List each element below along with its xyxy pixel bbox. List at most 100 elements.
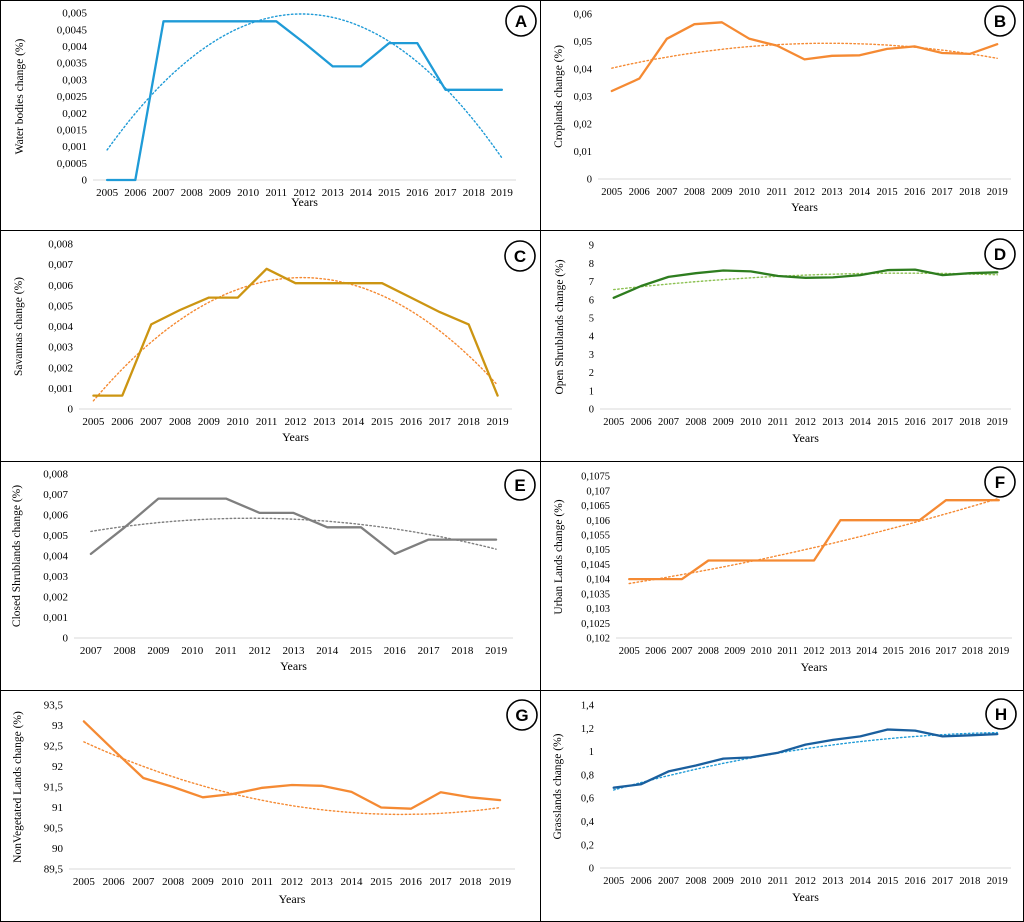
x-axis-title: Years <box>792 431 819 445</box>
x-tick-label: 2005 <box>603 417 624 428</box>
x-tick-label: 2014 <box>340 876 363 888</box>
x-tick-label: 2012 <box>285 416 307 428</box>
x-tick-label: 2016 <box>905 417 926 428</box>
x-axis-title: Years <box>801 660 828 674</box>
y-tick-label: 0,0045 <box>57 24 88 36</box>
panel-badge-letter: C <box>514 247 526 266</box>
x-tick-label: 2012 <box>795 876 816 887</box>
x-tick-label: 2010 <box>181 645 204 657</box>
y-tick-label: 6 <box>589 295 594 306</box>
panel-badge-circle <box>984 238 1016 270</box>
x-tick-label: 2017 <box>932 187 953 198</box>
x-tick-label: 2005 <box>73 876 96 888</box>
x-tick-label: 2017 <box>418 645 441 657</box>
x-tick-label: 2009 <box>147 645 170 657</box>
x-tick-label: 2018 <box>451 645 474 657</box>
x-tick-label: 2009 <box>192 876 215 888</box>
y-tick-label: 0,2 <box>581 840 594 851</box>
x-tick-label: 2019 <box>987 187 1008 198</box>
y-tick-label: 0,8 <box>581 770 594 781</box>
y-tick-label: 4 <box>589 332 595 343</box>
x-tick-label: 2018 <box>458 416 481 428</box>
y-axis-title: Savannas change (%) <box>13 277 25 376</box>
series-line <box>105 20 504 182</box>
x-axis-title: Years <box>291 195 318 209</box>
x-axis-title: Years <box>791 200 818 214</box>
series-line <box>92 267 499 397</box>
x-tick-label: 2009 <box>711 187 732 198</box>
x-tick-label: 2014 <box>850 876 872 887</box>
x-tick-label: 2009 <box>713 876 734 887</box>
x-tick-label: 2018 <box>959 417 980 428</box>
x-tick-label: 2008 <box>685 417 706 428</box>
chart-f: 0,102 0,1025 0,103 0,1035 0,104 0,1045 0,105 0,… <box>553 466 1016 674</box>
trend-line <box>611 42 998 69</box>
x-tick-label: 2016 <box>905 876 926 887</box>
x-tick-label: 2019 <box>489 876 512 888</box>
y-tick-label: 0 <box>589 864 594 875</box>
x-tick-label: 2013 <box>313 416 336 428</box>
x-tick-label: 2011 <box>768 876 789 887</box>
y-tick-label: 8 <box>589 259 594 270</box>
x-tick-label: 2007 <box>658 876 679 887</box>
y-tick-label: 0,004 <box>43 551 68 563</box>
y-tick-label: 0,0025 <box>57 91 88 103</box>
y-tick-label: 89,5 <box>44 864 64 876</box>
y-axis-title: Urban Lands change (%) <box>553 499 565 614</box>
panel-a: 0 0,0005 0,001 0,0015 0,002 0,0025 0,003 0,0035… <box>0 0 541 231</box>
x-axis-title: Years <box>792 890 819 904</box>
y-tick-label: 2 <box>589 368 594 379</box>
trend-line <box>106 13 503 159</box>
y-tick-label: 0,05 <box>574 37 592 48</box>
x-tick-label: 2012 <box>281 876 303 888</box>
panel-badge-circle <box>504 469 536 501</box>
x-tick-label: 2006 <box>103 876 126 888</box>
x-tick-label: 2012 <box>249 645 271 657</box>
panel-badge-letter: E <box>514 476 525 495</box>
x-tick-label: 2009 <box>713 417 734 428</box>
y-tick-label: 0,005 <box>43 530 68 542</box>
x-tick-label: 2017 <box>932 876 953 887</box>
x-tick-label: 2008 <box>181 187 204 199</box>
y-tick-label: 93 <box>52 720 64 732</box>
x-tick-label: 2013 <box>822 417 843 428</box>
y-tick-label: 0,1025 <box>581 619 610 630</box>
x-tick-label: 2006 <box>645 646 666 657</box>
y-tick-label: 0,007 <box>48 259 73 271</box>
x-tick-label: 2015 <box>877 187 898 198</box>
y-tick-label: 0,002 <box>62 108 87 120</box>
x-tick-label: 2008 <box>114 645 137 657</box>
x-tick-label: 2019 <box>485 645 508 657</box>
x-tick-label: 2013 <box>822 876 843 887</box>
x-tick-label: 2007 <box>132 876 155 888</box>
x-tick-label: 2007 <box>658 417 679 428</box>
x-tick-label: 2016 <box>384 645 407 657</box>
y-axis-title: Water bodies change (%) <box>14 39 26 155</box>
y-tick-label: 9 <box>589 241 594 252</box>
y-tick-label: 0,1075 <box>581 472 610 483</box>
x-tick-label: 2007 <box>656 187 677 198</box>
x-tick-label: 2007 <box>140 416 163 428</box>
trend-line <box>92 276 499 402</box>
y-tick-label: 1 <box>589 386 594 397</box>
x-tick-label: 2015 <box>877 417 898 428</box>
y-tick-label: 0,005 <box>62 8 87 20</box>
x-tick-label: 2018 <box>959 187 980 198</box>
x-tick-label: 2019 <box>987 876 1008 887</box>
x-tick-label: 2011 <box>215 645 237 657</box>
x-tick-label: 2010 <box>740 876 761 887</box>
y-tick-label: 0 <box>68 404 74 416</box>
chart-h: 0 0,2 0,4 0,6 0,8 1 1,2 1,4 2005 2006 2007 2008 2009… <box>552 698 1017 904</box>
y-tick-label: 0,006 <box>48 280 73 292</box>
y-tick-label: 91 <box>52 802 63 814</box>
panel-c: 0 0,001 0,002 0,003 0,004 0,005 0,006 0,007 0,00… <box>0 230 541 462</box>
x-tick-label: 2007 <box>80 645 103 657</box>
panel-badge-letter: F <box>995 473 1005 492</box>
y-tick-label: 0,001 <box>62 141 87 153</box>
y-tick-label: 0,06 <box>574 10 592 21</box>
chart-g: 89,5 90 90,5 91 91,5 92 92,5 93 93,5 2005 2006 2007… <box>12 699 538 906</box>
y-tick-label: 0,1055 <box>581 531 610 542</box>
y-tick-label: 0,002 <box>48 362 73 374</box>
chart-b: 0 0,01 0,02 0,03 0,04 0,05 0,06 2005 2006 2007 200… <box>553 5 1016 214</box>
